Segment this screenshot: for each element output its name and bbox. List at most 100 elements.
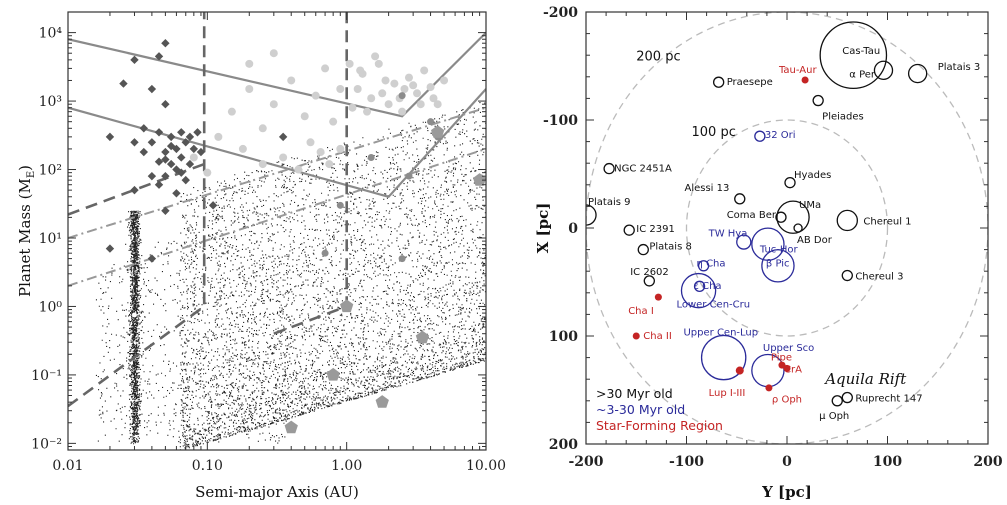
simulated-planet-large	[431, 125, 445, 138]
region-label: Platais 9	[588, 197, 631, 208]
simulated-planet-light	[316, 148, 325, 157]
simulated-planet-light	[400, 85, 409, 94]
old-association-circle	[776, 200, 810, 234]
known-planet-diamond	[147, 254, 157, 263]
column-marker	[131, 312, 137, 318]
right-x-tick-label: -200	[568, 454, 603, 470]
simulated-planet-large	[326, 367, 340, 381]
old-association-circle	[907, 63, 928, 84]
simulated-planet-light	[279, 153, 288, 162]
region-label: Upper Cen-Lup	[683, 328, 758, 339]
known-planet-diamond	[119, 79, 128, 88]
old-association-circle	[841, 391, 853, 404]
star-forming-region-marker	[801, 76, 809, 84]
right-y-axis-label: X [pc]	[534, 203, 552, 254]
distance-ring	[685, 119, 889, 337]
old-association-circle	[603, 162, 615, 175]
region-labels: 200 pc 100 pc Cas-Tau α Per Platais 3 Praesep…	[588, 46, 980, 422]
region-label: α Per	[849, 70, 876, 81]
simulated-planet-light	[336, 144, 345, 153]
left-y-tick-label: 10⁻²	[31, 436, 62, 452]
simulated-planet-large	[415, 330, 430, 344]
region-label: ε Cha	[694, 281, 722, 292]
region-label: Platais 8	[649, 241, 692, 252]
simulated-planet-light	[321, 64, 330, 73]
region-label: IC 2602	[630, 267, 669, 278]
region-label: NGC 2451A	[614, 164, 672, 175]
region-label: CrA	[784, 364, 802, 375]
known-planet-diamond	[185, 132, 195, 142]
known-planets	[105, 39, 288, 263]
simulated-planet-light	[381, 76, 390, 85]
known-planet-diamond	[154, 157, 164, 166]
simulated-planet-large	[473, 173, 486, 186]
region-label: IC 2391	[636, 224, 675, 235]
old-association-circle	[734, 193, 746, 205]
left-y-tick-label: 10³	[39, 94, 62, 110]
mass-semimajor-chart: 0.01 0.10 1.00 10.00 10⁻² 10⁻¹ 10⁰ 10¹ 10² 10³ 10⁴…	[16, 11, 506, 501]
known-planet-diamond	[147, 171, 157, 181]
simulated-planet-light	[300, 112, 309, 121]
region-label: Chereul 1	[863, 216, 911, 227]
star-forming-region-marker	[632, 332, 640, 340]
simulated-planet-light	[390, 79, 399, 88]
left-y-tick-label: 10¹	[39, 231, 62, 247]
simulated-planet-large	[284, 420, 298, 434]
old-association-circle	[775, 211, 787, 223]
star-forming-region-marker	[735, 366, 744, 375]
known-planet-diamond	[181, 175, 190, 185]
limit-dashed-right	[273, 12, 348, 335]
simulated-planet-dark	[398, 255, 406, 263]
old-association-circle	[873, 60, 894, 81]
known-planet-diamond	[154, 128, 164, 137]
simulated-planet-light	[409, 81, 418, 90]
region-label: Lup I-III	[709, 388, 746, 399]
old-association-circle	[841, 269, 853, 282]
simulated-planet-large	[375, 395, 389, 408]
simulated-planet-light	[433, 100, 442, 109]
region-label: η Cha	[697, 259, 726, 270]
right-x-tick-label: 100	[873, 454, 902, 470]
known-planet-diamond	[105, 244, 115, 253]
star-forming-region-marker	[654, 293, 662, 301]
region-label: Platais 3	[938, 62, 981, 73]
region-label: AB Dor	[797, 235, 833, 246]
right-x-tick-label: -100	[669, 454, 704, 470]
known-planet-diamond	[130, 138, 139, 147]
simulated-planet-light	[384, 100, 393, 109]
known-planet-diamond	[278, 132, 288, 142]
known-planet-diamond	[166, 159, 176, 169]
old-association-circle	[836, 209, 859, 232]
star-forming-region-marker	[778, 361, 786, 369]
known-planet-diamond	[177, 128, 186, 137]
right-y-tick-label: 200	[549, 437, 578, 453]
simulated-planet-light	[374, 59, 383, 68]
right-y-tick-label: 0	[568, 221, 578, 237]
simulated-planet-light	[426, 83, 435, 92]
simulated-planet-light	[371, 52, 380, 61]
left-x-tick-label: 0.01	[52, 458, 83, 474]
distance-rings	[586, 12, 988, 444]
simulated-planet-light	[345, 59, 354, 68]
region-label: Cas-Tau	[842, 46, 880, 57]
star-forming-region-marker	[765, 384, 773, 392]
simulated-planet-light	[413, 89, 422, 98]
region-label: Alessi 13	[684, 183, 729, 194]
known-planet-diamond	[161, 39, 170, 48]
known-planet-diamond	[166, 141, 176, 151]
left-x-tick-label: 10.00	[466, 458, 506, 474]
region-label: Praesepe	[727, 77, 773, 88]
left-y-tick-label: 10⁴	[39, 26, 63, 42]
simulated-planet-dark	[321, 249, 329, 257]
simulated-planet-light	[356, 66, 365, 75]
left-axis-ticks: 0.01 0.10 1.00 10.00 10⁻² 10⁻¹ 10⁰ 10¹ 10² 10³ 10⁴	[31, 11, 506, 474]
simulated-planet-light	[336, 85, 345, 94]
left-x-tick-label: 0.10	[192, 458, 223, 474]
simulated-point-cloud	[95, 102, 486, 450]
left-y-tick-label: 10⁰	[39, 299, 63, 315]
young-association-circle	[693, 280, 706, 292]
young-association-circle	[697, 260, 710, 272]
simulated-planet-light	[245, 85, 254, 94]
